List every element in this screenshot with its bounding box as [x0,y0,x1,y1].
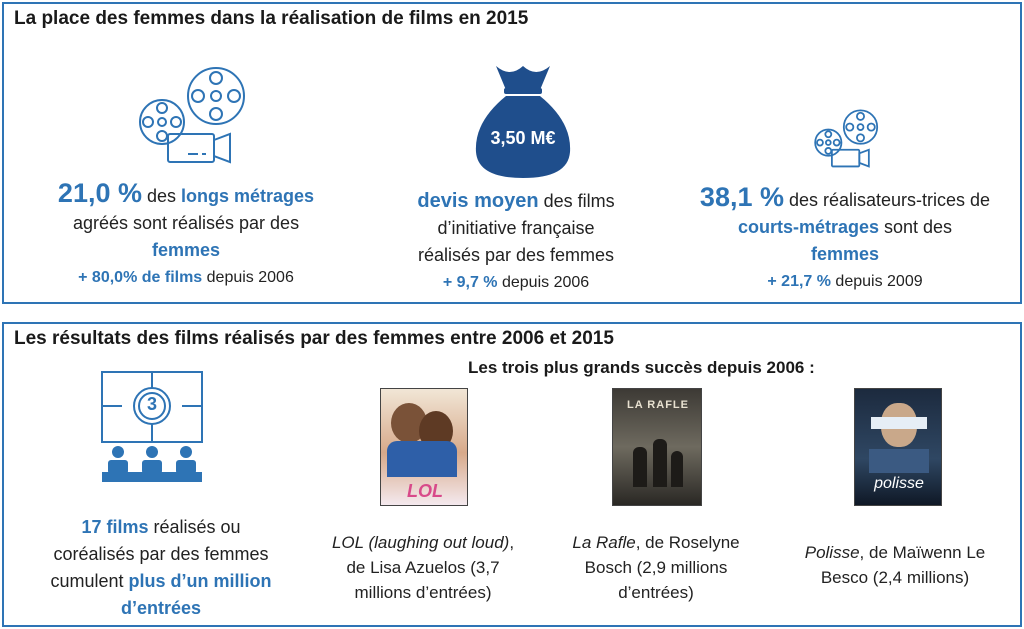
bottom-panel-title: Les résultats des films réalisés par des… [14,328,614,349]
poster-lol: LOL [380,388,468,506]
summary-stat: 17 films réalisés ou coréalisés par des … [50,517,272,618]
stat3-value: 38,1 % [699,182,784,212]
stat2-change: + 9,7 % [442,274,498,291]
stat3-highlight: courts-métrages [737,217,879,237]
stat-long-metrages: 21,0 % des longs métrages agréés sont ré… [57,178,315,287]
money-bag-icon: 3,50 M€ [470,60,576,180]
cinema-screen-icon: 3 [100,370,204,494]
caption-polisse: Polisse, de Maïwenn Le Besco (2,4 millio… [804,543,986,587]
poster-lol-title: LOL [407,481,443,501]
stat1-value: 21,0 % [57,178,142,208]
stat3-change: + 21,7 % [767,273,831,290]
countdown-number: 3 [146,394,157,414]
top-panel-title: La place des femmes dans la réalisation … [14,8,529,29]
bottom-panel: Les résultats des films réalisés par des… [2,322,1022,627]
stat2-highlight: devis moyen [417,190,539,212]
poster-la-rafle: LA RAFLE [612,388,702,506]
caption-lol: LOL (laughing out loud), de Lisa Azuelos… [331,533,515,602]
stat-devis-moyen: devis moyen des films d’initiative franç… [417,190,615,291]
small-projector-icon [810,108,880,170]
poster-polisse: polisse [854,388,942,506]
top-panel: La place des femmes dans la réalisation … [2,2,1022,304]
poster-la-rafle-title: LA RAFLE [627,399,689,411]
poster-polisse-title: polisse [874,475,924,492]
money-bag-badge: 3,50 M€ [490,128,556,148]
stat-courts-metrages: 38,1 % des réalisateurs-trices de courts… [699,182,991,291]
stat1-change: + 80,0% de films [78,269,203,286]
film-projector-icon [132,64,248,168]
caption-la-rafle: La Rafle, de Roselyne Bosch (2,9 million… [572,533,740,602]
bottom-subtitle: Les trois plus grands succès depuis 2006… [468,358,815,377]
stat1-highlight: longs métrages [181,186,315,206]
